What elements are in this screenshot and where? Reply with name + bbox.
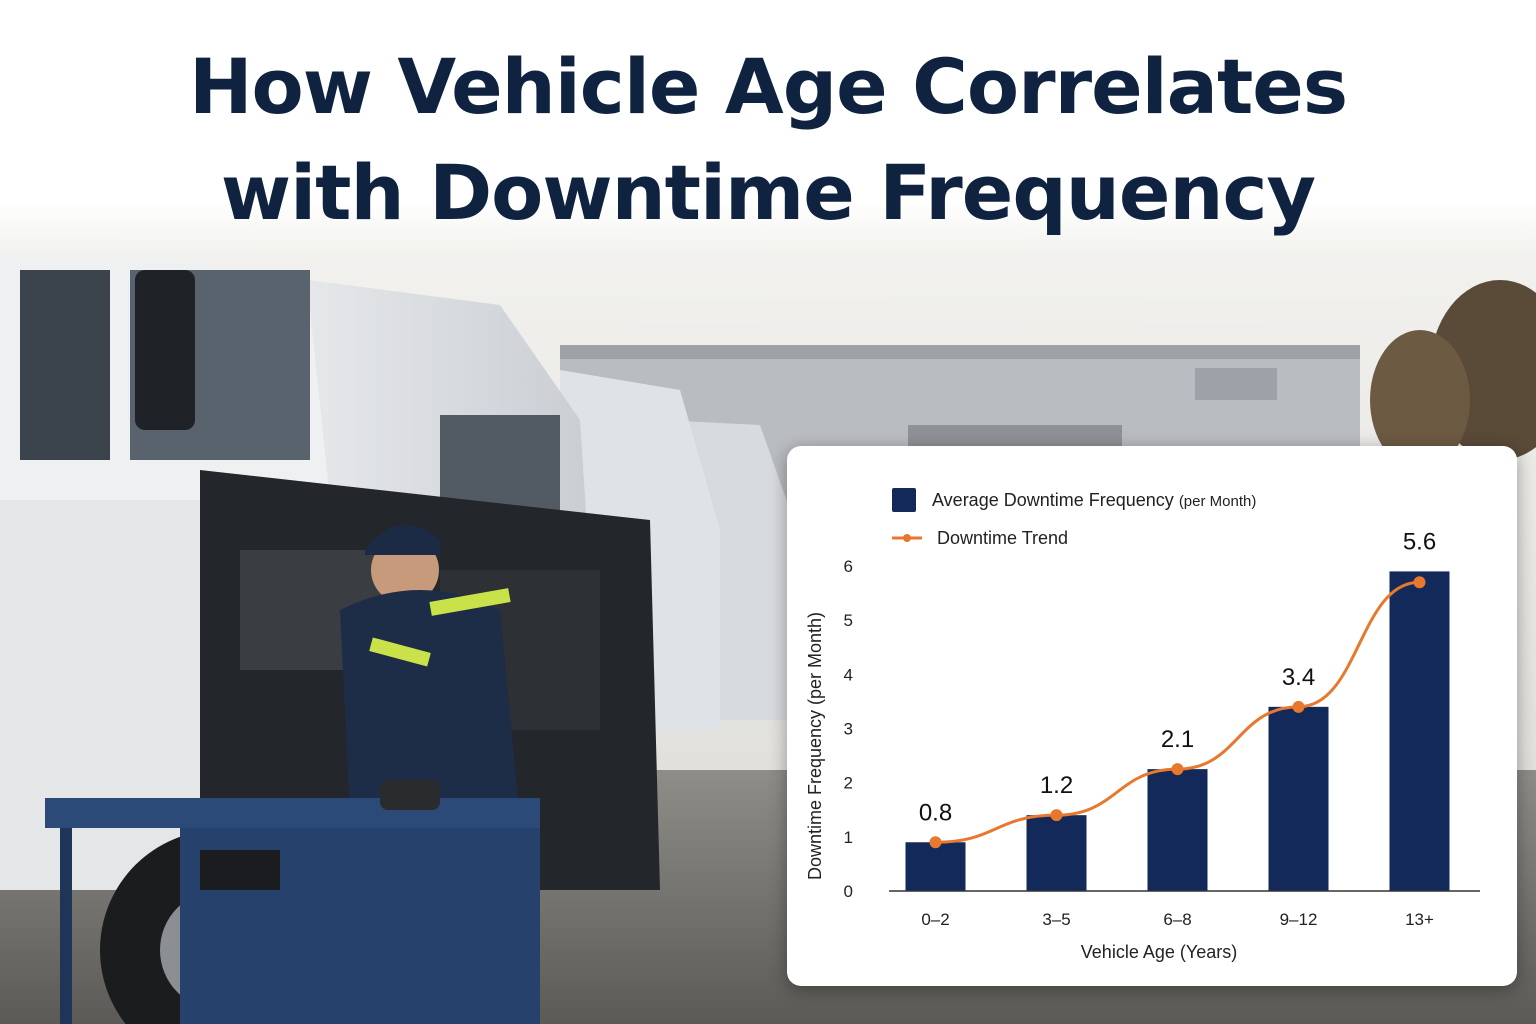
trend-point-3 bbox=[1171, 763, 1184, 776]
bar-1 bbox=[905, 842, 966, 891]
page-title: How Vehicle Age Correlates with Downtime… bbox=[0, 34, 1536, 246]
title-line-1: How Vehicle Age Correlates bbox=[188, 42, 1348, 131]
y-tick-label: 4 bbox=[844, 665, 853, 684]
data-label-1: 0.8 bbox=[919, 799, 952, 826]
bar-series bbox=[905, 571, 1450, 891]
bar-5 bbox=[1389, 571, 1450, 891]
x-axis: 0–2 3–5 6–8 9–12 13+ bbox=[921, 910, 1434, 929]
legend-trend-label: Downtime Trend bbox=[937, 528, 1068, 548]
trend-point-2 bbox=[1050, 809, 1063, 822]
legend-trend-dot bbox=[903, 534, 911, 542]
x-tick-label: 0–2 bbox=[921, 910, 949, 929]
x-tick-label: 13+ bbox=[1405, 910, 1434, 929]
legend-bar-label: Average Downtime Frequency (per Month) bbox=[932, 490, 1256, 510]
data-label-5: 5.6 bbox=[1403, 528, 1436, 555]
y-tick-label: 6 bbox=[844, 557, 853, 576]
y-tick-label: 2 bbox=[844, 774, 853, 793]
y-tick-label: 1 bbox=[844, 828, 853, 847]
headline-banner: How Vehicle Age Correlates with Downtime… bbox=[0, 0, 1536, 250]
downtime-chart: Average Downtime Frequency (per Month) D… bbox=[805, 488, 1480, 962]
legend-bar-swatch bbox=[892, 488, 916, 512]
y-tick-label: 0 bbox=[844, 882, 853, 901]
trend-point-1 bbox=[929, 836, 942, 849]
legend: Average Downtime Frequency (per Month) D… bbox=[892, 488, 1256, 548]
title-line-2: with Downtime Frequency bbox=[220, 148, 1316, 237]
y-axis: 0 1 2 3 4 5 6 bbox=[844, 557, 853, 901]
x-tick-label: 9–12 bbox=[1280, 910, 1318, 929]
data-label-2: 1.2 bbox=[1040, 772, 1073, 799]
trend-point-4 bbox=[1292, 700, 1305, 713]
trend-points bbox=[929, 576, 1426, 849]
chart-card: Average Downtime Frequency (per Month) D… bbox=[787, 446, 1517, 986]
x-tick-label: 3–5 bbox=[1042, 910, 1070, 929]
trend-point-5 bbox=[1413, 576, 1426, 589]
y-axis-title: Downtime Frequency (per Month) bbox=[805, 612, 825, 880]
x-tick-label: 6–8 bbox=[1163, 910, 1191, 929]
trend-line bbox=[935, 580, 1420, 844]
data-label-3: 2.1 bbox=[1161, 726, 1194, 753]
x-axis-title: Vehicle Age (Years) bbox=[1081, 942, 1237, 962]
bar-3 bbox=[1147, 769, 1208, 891]
bar-2 bbox=[1026, 815, 1087, 891]
y-tick-label: 3 bbox=[844, 720, 853, 739]
data-label-4: 3.4 bbox=[1282, 664, 1315, 691]
y-tick-label: 5 bbox=[844, 611, 853, 630]
bar-4 bbox=[1268, 706, 1329, 891]
data-labels: 0.8 1.2 2.1 3.4 5.6 bbox=[919, 528, 1436, 826]
